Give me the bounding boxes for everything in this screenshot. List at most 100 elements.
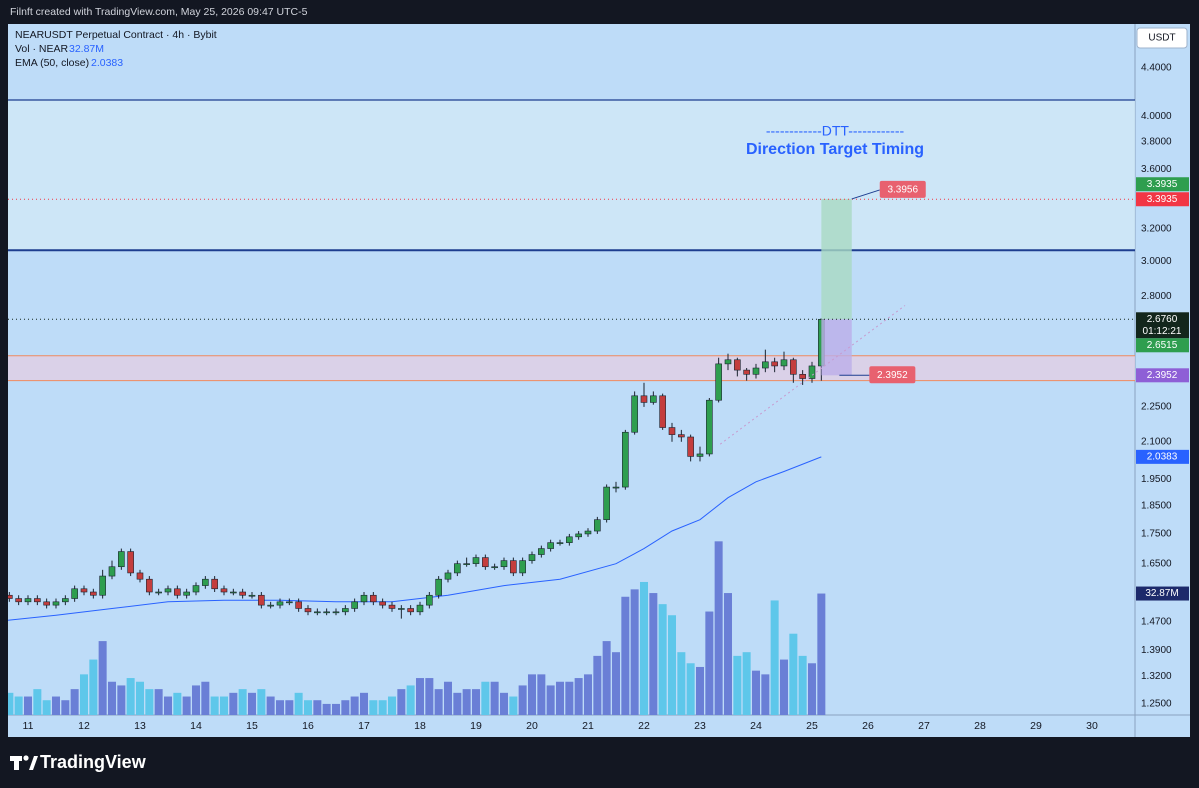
x-tick-label: 15 (246, 720, 258, 732)
volume-bar (817, 593, 826, 715)
legend-symbol: NEARUSDT Perpetual Contract · 4h · Bybit (15, 29, 217, 41)
price-label-box (1136, 368, 1189, 383)
volume-bar (770, 600, 779, 715)
volume-bar (789, 633, 798, 715)
volume-bar (509, 696, 518, 715)
candle-body (407, 608, 414, 613)
legend-ema: EMA (50, close) (15, 57, 89, 69)
candle-body (463, 563, 470, 565)
candle-body (724, 359, 732, 365)
candle-body (146, 578, 153, 593)
volume-bar (182, 696, 191, 715)
candle-body (183, 591, 190, 596)
volume-bar (303, 700, 312, 715)
overlay: 4.4000 4.0000 3.8000 3.6000 3.2000 3.0000 2.80… (23, 63, 1189, 732)
volume-bar (798, 655, 807, 715)
candle-body (286, 601, 293, 604)
volume-bar (397, 689, 406, 715)
candle-body (99, 575, 106, 596)
volume-bar (350, 696, 359, 715)
volume-bar (658, 604, 667, 715)
candle-body (594, 519, 601, 532)
candle-body (202, 578, 209, 586)
candle-body (90, 591, 97, 596)
x-tick-label: 25 (806, 720, 818, 732)
volume-bar (621, 596, 630, 715)
candle-body (164, 588, 172, 593)
volume-bar (135, 681, 144, 715)
candle-body (528, 554, 536, 561)
x-tick-label: 24 (750, 720, 762, 732)
volume-bar (751, 670, 760, 715)
candle-body (239, 591, 246, 596)
price-label-countdown: 01:12:21 (1143, 326, 1182, 337)
candle-body (491, 566, 498, 569)
candle-body (622, 431, 629, 488)
volume-bar (425, 678, 434, 715)
candle-body (500, 560, 508, 568)
price-label: 2.3952 (1147, 370, 1178, 381)
x-tick-label: 22 (638, 720, 650, 732)
target-label: 3.3956 (887, 185, 918, 196)
price-label-box (1136, 312, 1189, 339)
volume-bar (555, 681, 564, 715)
volume-bar (649, 593, 658, 715)
candle-body (267, 604, 274, 607)
volume-bar (89, 659, 98, 715)
volume-bar (294, 692, 303, 715)
candle-body (304, 608, 312, 613)
volume-bar (257, 689, 266, 715)
volume-bar (229, 692, 238, 715)
zone (8, 99, 1135, 251)
y-tick-label: 1.6500 (1141, 558, 1172, 569)
volume-bar (714, 541, 723, 715)
candle-body (323, 611, 330, 614)
volume-bar (733, 655, 742, 715)
candle-body (295, 601, 302, 609)
volume-bar (51, 696, 60, 715)
y-tick-label: 4.4000 (1141, 63, 1172, 74)
target-label-box (879, 180, 926, 198)
stop-label: 2.3952 (877, 370, 908, 381)
volume-bar (415, 678, 424, 715)
volume-bar (341, 700, 350, 715)
candle-body (734, 359, 741, 371)
volume-bar (574, 678, 583, 715)
volume-bar (238, 689, 247, 715)
candle-body (771, 361, 778, 367)
position-target-zone (821, 198, 852, 320)
y-tick-label: 3.0000 (1141, 256, 1172, 267)
candle-body (8, 594, 13, 599)
volume-bar (33, 689, 42, 715)
currency-box (1136, 27, 1188, 49)
price-label: 2.6515 (1147, 340, 1178, 351)
volume-bar (117, 685, 126, 715)
x-tick-label: 21 (582, 720, 594, 732)
candle-body (211, 578, 218, 590)
candle-body (454, 563, 461, 574)
annotation: Direction Target Timing (746, 141, 924, 158)
volume-bar (359, 692, 368, 715)
volume-bar (98, 641, 107, 715)
ema-line (8, 456, 822, 621)
volume-bar (107, 681, 116, 715)
candle-body (80, 588, 88, 593)
candle-body (612, 486, 620, 489)
currency: USDT (1148, 33, 1175, 44)
candle-body (351, 601, 358, 609)
volume-bar (163, 696, 172, 715)
candle-body (584, 530, 592, 535)
volume-bar (490, 681, 499, 715)
volume-bar (275, 700, 284, 715)
volume-bar (481, 681, 490, 715)
legend-ema-value: 2.0383 (91, 57, 123, 69)
volume-bar (23, 696, 32, 715)
y-tick-label: 1.3200 (1141, 671, 1172, 682)
candle-body (426, 594, 433, 606)
candle-body (24, 598, 32, 603)
volume-bar (527, 674, 536, 715)
volume-bar (705, 611, 714, 715)
volume-bar (677, 652, 686, 715)
volume-bar (434, 689, 443, 715)
